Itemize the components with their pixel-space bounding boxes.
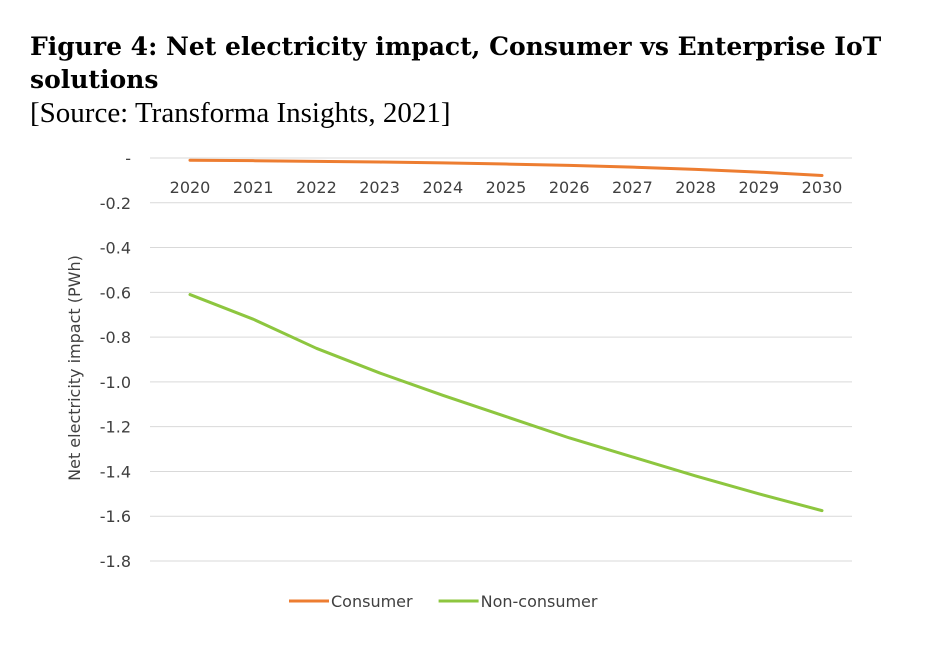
y-tick-label: -0.6 (100, 283, 131, 302)
y-tick-label: - (125, 149, 131, 168)
figure-source: [Source: Transforma Insights, 2021] (30, 97, 451, 129)
x-tick-label: 2028 (675, 178, 716, 197)
legend-label-non-consumer: Non-consumer (481, 592, 598, 611)
figure-title: Figure 4: Net electricity impact, Consum… (30, 32, 882, 94)
y-axis-ticks: - -0.2 -0.4 -0.6 -0.8 -1.0 -1.2 -1.4 -1.6 -1.8 (100, 149, 131, 571)
y-tick-label: -1.4 (100, 462, 131, 481)
y-axis-label: Net electricity impact (PWh) (65, 255, 84, 481)
x-tick-label: 2020 (170, 178, 211, 197)
series-line-consumer (188, 158, 824, 177)
series-lines (188, 158, 824, 513)
y-tick-label: -0.4 (100, 239, 131, 258)
x-tick-label: 2027 (612, 178, 653, 197)
x-tick-label: 2021 (233, 178, 274, 197)
x-tick-label: 2023 (359, 178, 400, 197)
legend-label-consumer: Consumer (331, 592, 413, 611)
y-tick-label: -1.0 (100, 373, 131, 392)
y-tick-label: -0.2 (100, 194, 131, 213)
x-axis-ticks: 2020 2021 2022 2023 2024 2025 2026 2027 2028 2029… (170, 178, 843, 197)
x-tick-label: 2030 (802, 178, 843, 197)
x-tick-label: 2024 (422, 178, 463, 197)
x-tick-label: 2029 (738, 178, 779, 197)
legend: Consumer Non-consumer (289, 592, 598, 611)
series-line-non-consumer (188, 293, 824, 513)
x-tick-label: 2025 (486, 178, 527, 197)
gridlines (150, 157, 852, 562)
x-tick-label: 2026 (549, 178, 590, 197)
y-tick-label: -0.8 (100, 328, 131, 347)
y-tick-label: -1.6 (100, 507, 131, 526)
x-tick-label: 2022 (296, 178, 337, 197)
y-tick-label: -1.2 (100, 418, 131, 437)
y-tick-label: -1.8 (100, 552, 131, 571)
